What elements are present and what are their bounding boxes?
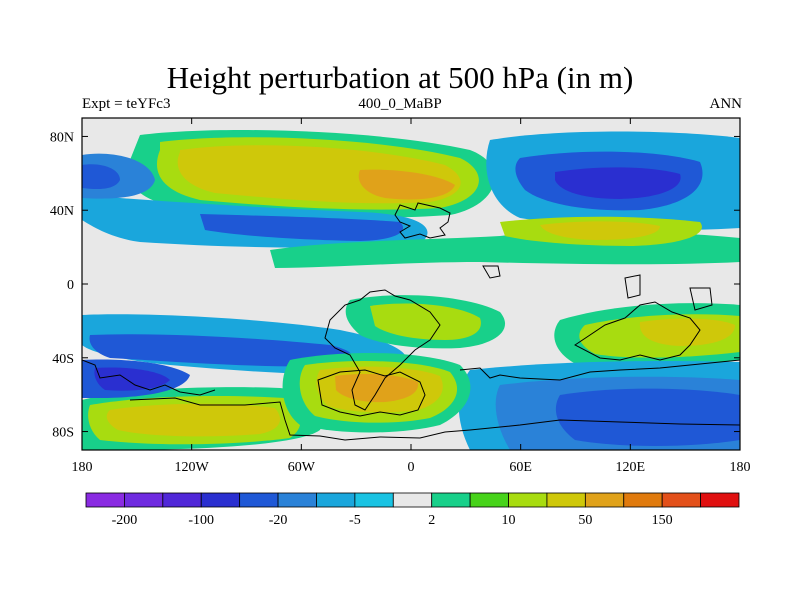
colorbar-label: 10	[502, 513, 516, 528]
colorbar-swatch	[431, 492, 471, 508]
lat-tick-label: 80S	[52, 426, 74, 441]
lat-tick-label: 80N	[50, 130, 74, 145]
coastline-australia	[574, 301, 701, 361]
colorbar-label: -200	[112, 513, 138, 528]
coastline-south-america	[324, 289, 441, 411]
coastline-antarctic	[129, 397, 740, 441]
west-pacific-positive-core	[639, 318, 735, 346]
colorbar-swatch	[124, 492, 164, 508]
colorbar-label: -100	[188, 513, 214, 528]
north-positive-peak	[358, 169, 455, 200]
colorbar-swatch	[239, 492, 279, 508]
colorbar-swatch	[85, 492, 125, 508]
north-atlantic-low-inner	[200, 214, 404, 241]
colorbar-label: -20	[269, 513, 288, 528]
contour-field	[82, 118, 740, 450]
colorbar-swatch	[277, 492, 317, 508]
colorbar-swatch	[623, 492, 663, 508]
longitude-axis: 180 120W 60W 0 60E 120E 180	[72, 118, 751, 475]
colorbar-swatch	[469, 492, 509, 508]
colorbar-labels: -200 -100 -20 -5 2 10 50 150	[112, 513, 673, 528]
colorbar-swatch	[354, 492, 394, 508]
coastline-southern-rim	[459, 359, 740, 381]
colorbar-swatch	[392, 492, 433, 508]
colorbar-swatch	[584, 492, 625, 508]
latitude-axis: 80N 40N 0 40S 80S	[50, 130, 740, 441]
experiment-label: Expt = teYFc3	[82, 96, 171, 112]
north-tropics-band-core	[540, 221, 660, 240]
south-indian-positive-inner	[370, 303, 481, 340]
colorbar-label: 50	[578, 513, 592, 528]
north-pacific-low-core	[555, 167, 681, 199]
colorbar-swatch	[162, 492, 202, 508]
colorbar-swatch	[661, 492, 701, 508]
lon-tick-label: 180	[72, 460, 93, 475]
colorbar-label: 150	[652, 513, 673, 528]
season-label: ANN	[709, 96, 743, 112]
lat-tick-label: 0	[67, 278, 74, 293]
lat-tick-label: 40S	[52, 352, 74, 367]
lon-tick-label: 120E	[616, 460, 646, 475]
colorbar-swatch	[200, 492, 241, 508]
south-far-west-low-core	[94, 367, 170, 391]
south-pacific-positive-core	[106, 403, 280, 437]
lon-tick-label: 0	[408, 460, 415, 475]
map-title: Height perturbation at 500 hPa (in m)	[166, 60, 634, 95]
colorbar-label: 2	[428, 513, 435, 528]
lon-tick-label: 60E	[509, 460, 532, 475]
coastlines	[82, 202, 740, 441]
colorbar-swatch	[508, 492, 548, 508]
colorbar	[85, 492, 740, 508]
far-west-low-core	[82, 164, 120, 190]
coastline-islands	[482, 265, 713, 311]
coastline-north-atlantic	[394, 202, 451, 239]
coastline-africa	[317, 369, 426, 417]
coastline-west-indian	[82, 359, 216, 396]
south-subtropic-low-inner	[89, 334, 353, 367]
colorbar-swatch	[316, 492, 356, 508]
colorbar-label: -5	[349, 513, 361, 528]
lon-tick-label: 180	[730, 460, 751, 475]
lon-tick-label: 120W	[175, 460, 210, 475]
lat-tick-label: 40N	[50, 204, 74, 219]
colorbar-swatch	[546, 492, 586, 508]
lon-tick-label: 60W	[288, 460, 316, 475]
colorbar-swatch	[700, 492, 740, 508]
period-label: 400_0_MaBP	[358, 96, 442, 112]
southern-ocean-low-core	[555, 388, 740, 446]
